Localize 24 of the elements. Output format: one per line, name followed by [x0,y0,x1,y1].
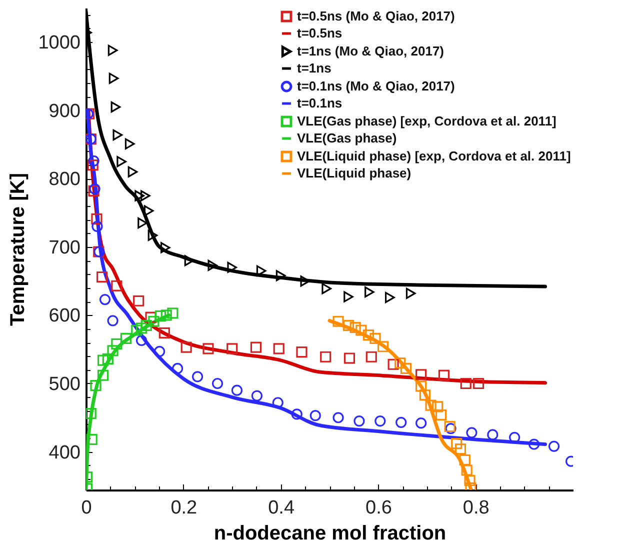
x-tick-label: 0.4 [268,498,295,518]
legend-label: VLE(Liquid phase) [297,166,412,180]
y-axis-title: Temperature [K] [7,173,30,326]
legend-label: t=1ns (Mo & Qiao, 2017) [297,44,444,58]
legend-label: t=0.1ns [297,96,342,110]
y-tick-label: 500 [48,374,80,395]
x-tick-label: 0.8 [462,498,490,518]
legend-label: t=0.5ns [297,26,342,40]
y-tick-label: 700 [48,237,80,258]
y-tick-label: 900 [48,100,80,122]
x-tick-label: 0 [81,498,92,518]
legend-label: VLE(Liquid phase) [exp, Cordova et al. 2011] [297,148,571,164]
x-tick-label: 0.2 [170,498,198,518]
x-tick-label: 0.6 [365,498,392,518]
y-tick-label: 400 [48,442,80,464]
legend-label: VLE(Gas phase) [exp, Cordova et al. 2011] [297,114,556,128]
legend-label: t=0.5ns (Mo & Qiao, 2017) [297,8,455,24]
legend-label: t=1ns [297,60,332,76]
legend-label: VLE(Gas phase) [297,130,397,146]
y-tick-label: 1000 [38,32,80,54]
x-axis-title: n-dodecane mol fraction [214,522,446,544]
legend-label: t=0.1ns (Mo & Qiao, 2017) [297,78,455,94]
y-tick-label: 600 [48,306,80,327]
y-tick-label: 800 [48,169,80,190]
